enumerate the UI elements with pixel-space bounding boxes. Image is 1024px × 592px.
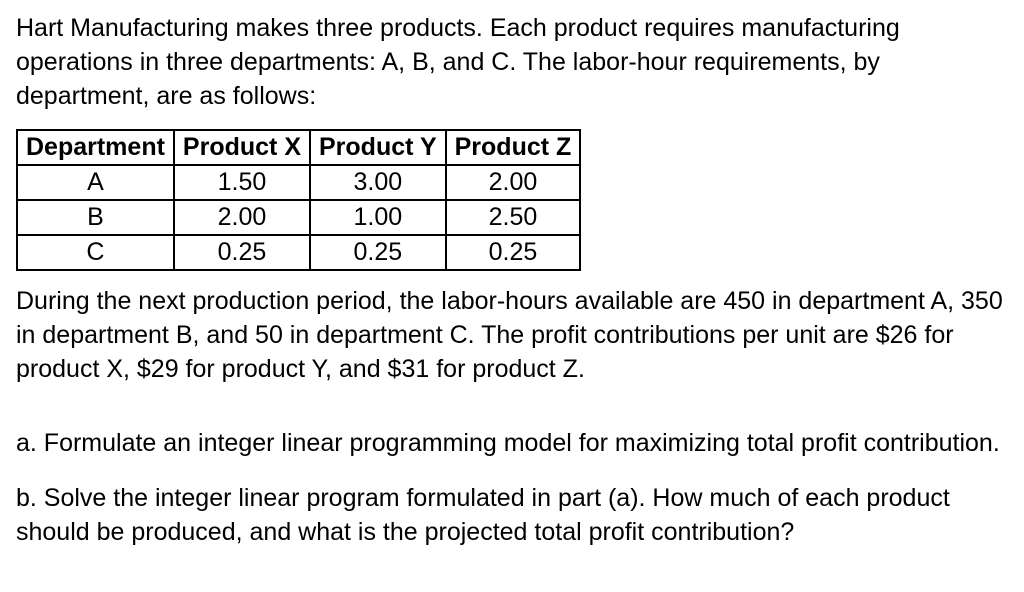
cell-value: 1.00 <box>310 200 446 235</box>
cell-dept: C <box>17 235 174 270</box>
cell-value: 2.00 <box>446 165 581 200</box>
intro-paragraph: Hart Manufacturing makes three products.… <box>16 12 1008 113</box>
question-a: a. Formulate an integer linear programmi… <box>16 427 1008 461</box>
table-row: B 2.00 1.00 2.50 <box>17 200 580 235</box>
question-b: b. Solve the integer linear program form… <box>16 482 1008 550</box>
labor-hours-table-container: Department Product X Product Y Product Z… <box>16 129 1008 271</box>
cell-value: 0.25 <box>174 235 310 270</box>
table-header-row: Department Product X Product Y Product Z <box>17 130 580 165</box>
header-product-x: Product X <box>174 130 310 165</box>
header-product-y: Product Y <box>310 130 446 165</box>
cell-value: 2.00 <box>174 200 310 235</box>
header-product-z: Product Z <box>446 130 581 165</box>
header-department: Department <box>17 130 174 165</box>
cell-value: 0.25 <box>310 235 446 270</box>
constraints-paragraph: During the next production period, the l… <box>16 285 1008 386</box>
cell-value: 0.25 <box>446 235 581 270</box>
cell-dept: B <box>17 200 174 235</box>
cell-dept: A <box>17 165 174 200</box>
labor-hours-table: Department Product X Product Y Product Z… <box>16 129 581 271</box>
cell-value: 2.50 <box>446 200 581 235</box>
cell-value: 3.00 <box>310 165 446 200</box>
table-row: C 0.25 0.25 0.25 <box>17 235 580 270</box>
table-row: A 1.50 3.00 2.00 <box>17 165 580 200</box>
cell-value: 1.50 <box>174 165 310 200</box>
